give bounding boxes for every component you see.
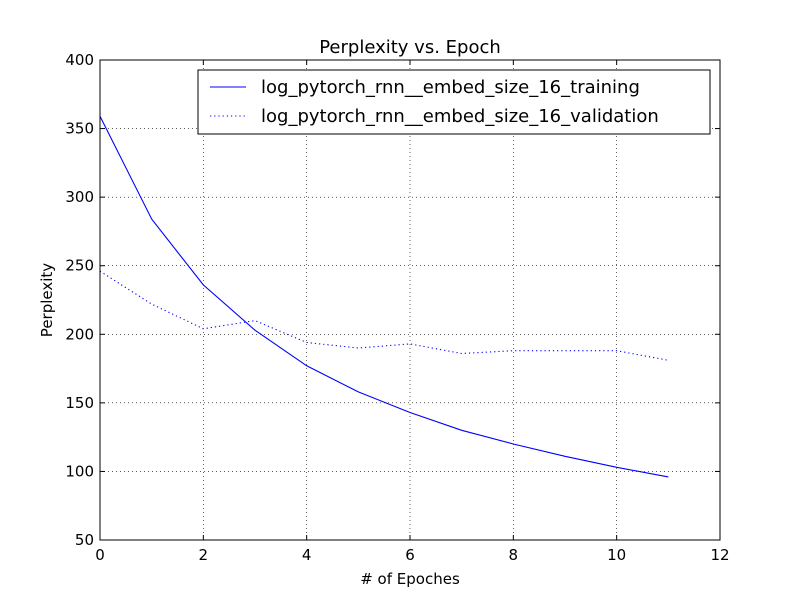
y-tick-label: 250	[65, 257, 94, 275]
legend-box	[197, 69, 711, 135]
series-lines	[99, 115, 669, 478]
x-tick-label: 12	[710, 546, 729, 564]
axis-ticks: 0 2 4 6 8 10 12 50 100 150 200 250 300 350 400	[65, 51, 729, 564]
chart-title: Perplexity vs. Epoch	[319, 37, 501, 58]
x-tick-label: 6	[405, 546, 415, 564]
x-tick-label: 4	[302, 546, 312, 564]
x-tick-label: 0	[95, 546, 105, 564]
y-tick-label: 350	[65, 120, 94, 138]
y-tick-label: 150	[65, 394, 94, 412]
x-tick-label: 10	[607, 546, 626, 564]
y-axis-label: Perplexity	[38, 263, 56, 337]
x-tick-label: 2	[199, 546, 209, 564]
legend-entry-validation: log_pytorch_rnn__embed_size_16_validatio…	[261, 106, 659, 127]
y-tick-label: 50	[75, 531, 94, 549]
y-tick-label: 400	[65, 51, 94, 69]
x-axis-label: # of Epoches	[360, 570, 460, 588]
series-line-training	[99, 115, 669, 478]
legend: log_pytorch_rnn__embed_size_16_training …	[197, 69, 711, 135]
legend-entry-training: log_pytorch_rnn__embed_size_16_training	[261, 77, 640, 98]
y-tick-label: 300	[65, 188, 94, 206]
y-tick-label: 200	[65, 325, 94, 343]
x-tick-label: 8	[509, 546, 519, 564]
y-tick-label: 100	[65, 462, 94, 480]
